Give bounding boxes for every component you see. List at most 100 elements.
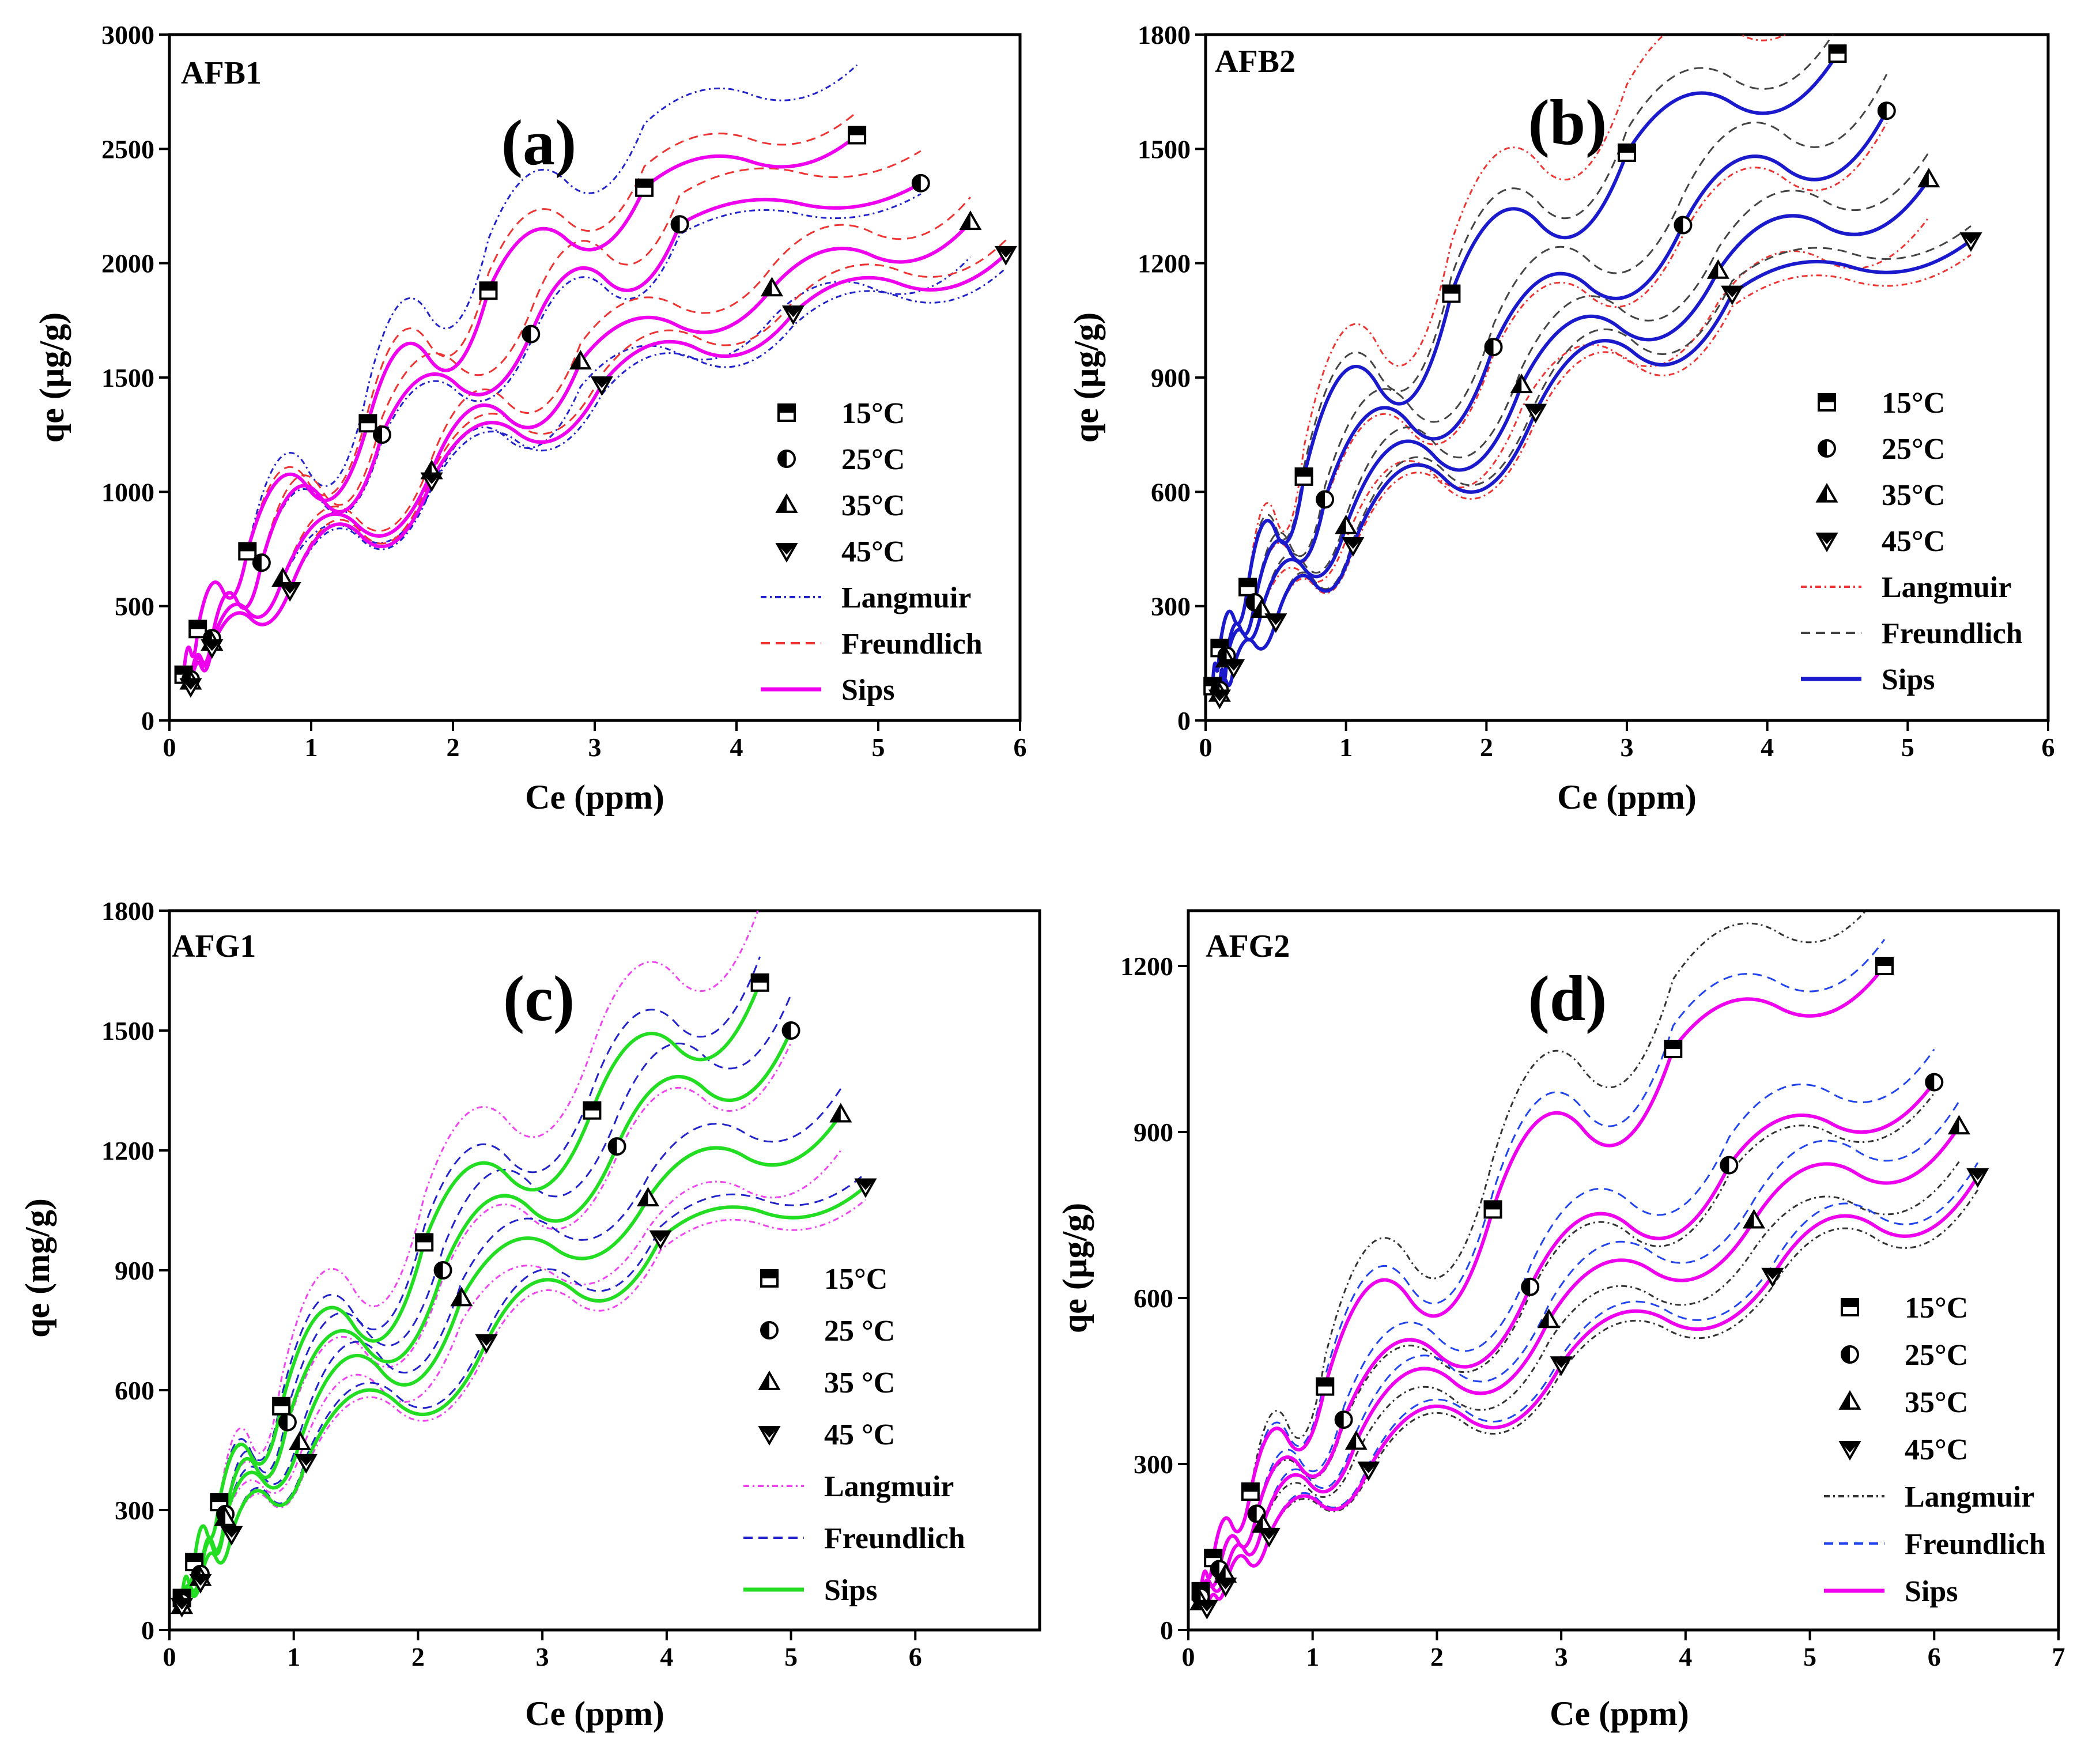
triangle-up-marker-fill <box>831 1105 841 1122</box>
legend-triangle-down-marker-fill <box>760 1427 779 1438</box>
legend-label: Sips <box>1882 663 1935 696</box>
legend-label: 45 °C <box>824 1418 895 1451</box>
langmuir-fit-curve <box>1211 35 1787 686</box>
legend-label: Sips <box>824 1574 878 1607</box>
square-marker-fill <box>273 1398 290 1406</box>
triangle-down-marker-fill <box>1260 1529 1279 1540</box>
x-tick-label: 1 <box>1339 733 1353 762</box>
circle-marker-fill <box>1248 1505 1257 1522</box>
square-marker-fill <box>1829 46 1846 54</box>
triangle-down-marker-fill <box>1216 1579 1235 1590</box>
square-marker-fill <box>239 543 256 552</box>
x-axis-label: Ce (ppm) <box>525 778 664 816</box>
x-tick-label: 2 <box>1430 1642 1444 1671</box>
y-tick-label: 0 <box>141 1616 154 1645</box>
legend-label: 45°C <box>1905 1433 1968 1466</box>
x-tick-label: 1 <box>1306 1642 1319 1671</box>
sips-fit-curve <box>1218 239 1972 698</box>
triangle-up-marker-fill <box>1216 1565 1226 1582</box>
panel-letter: (b) <box>1528 87 1607 159</box>
y-axis-label: qe (µg/g) <box>1056 1203 1094 1333</box>
axis-ticks: 0 1 2 3 4 5 6 0 300 600 900 1200 1500 1800 <box>1138 20 2055 762</box>
triangle-down-marker-fill <box>181 679 200 690</box>
data-points <box>174 126 1017 698</box>
circle-marker-fill <box>912 175 921 191</box>
x-tick-label: 3 <box>588 733 602 762</box>
square-marker-fill <box>1876 958 1893 966</box>
square-marker-fill <box>416 1234 433 1243</box>
freundlich-fit-curve <box>181 1088 842 1606</box>
square-marker-fill <box>849 127 866 135</box>
square-marker-fill <box>751 974 768 983</box>
y-tick-label: 2000 <box>101 249 154 278</box>
square-marker-fill <box>186 1554 203 1563</box>
x-tick-label: 3 <box>536 1642 549 1671</box>
triangle-down-marker-fill <box>477 1335 496 1346</box>
x-tick-label: 6 <box>1014 733 1027 762</box>
legend-square-marker-fill <box>1819 394 1835 402</box>
sips-fit-curve <box>180 1113 843 1606</box>
legend-square-marker-fill <box>1842 1299 1858 1307</box>
triangle-up-marker-fill <box>1336 516 1346 533</box>
legend-circle-marker-fill <box>1842 1346 1850 1363</box>
langmuir-fit-curve <box>1206 1189 1979 1608</box>
legend-label: Sips <box>841 674 895 707</box>
legend-label: Freundlich <box>824 1522 965 1555</box>
x-tick-label: 0 <box>163 1642 176 1671</box>
y-tick-label: 1800 <box>1138 20 1191 50</box>
triangle-up-marker-fill <box>762 279 772 296</box>
triangle-down-marker-fill <box>1552 1357 1571 1368</box>
square-marker-fill <box>1242 1484 1259 1492</box>
circle-marker-fill <box>253 554 262 571</box>
data-points <box>171 973 877 1618</box>
circle-marker-fill <box>1247 594 1255 611</box>
x-tick-label: 4 <box>730 733 743 762</box>
square-marker-fill <box>1665 1041 1682 1049</box>
y-tick-label: 1500 <box>101 363 154 393</box>
legend-square-marker-fill <box>779 405 795 413</box>
x-tick-label: 7 <box>2052 1642 2065 1671</box>
legend-square-marker-fill <box>761 1270 777 1278</box>
legend-label: 15°C <box>1905 1292 1968 1324</box>
legend-label: Langmuir <box>1882 571 2011 604</box>
legend-label: 25°C <box>1882 433 1945 466</box>
x-tick-label: 2 <box>411 1642 425 1671</box>
y-tick-label: 3000 <box>101 20 154 50</box>
square-marker-fill <box>1205 1550 1222 1558</box>
circle-marker-fill <box>1721 1157 1729 1173</box>
langmuir-fit-curve <box>1218 254 1971 698</box>
sips-fit-curve <box>180 1029 793 1603</box>
langmuir-fit-curve <box>190 193 921 680</box>
square-marker-fill <box>480 282 497 291</box>
panel-id-label: AFG2 <box>1206 929 1290 964</box>
legend-label: Freundlich <box>841 628 983 661</box>
y-axis-label: qe (mg/g) <box>18 1198 56 1338</box>
freundlich-fit-curve <box>1218 152 1930 694</box>
square-marker-fill <box>1317 1378 1334 1387</box>
x-tick-label: 4 <box>660 1642 673 1671</box>
triangle-down-marker-fill <box>1266 614 1285 625</box>
fit-curves <box>1211 35 1972 698</box>
panel-id-label: AFB1 <box>181 55 262 91</box>
square-marker-fill <box>1485 1201 1501 1210</box>
legend-label: 15°C <box>841 397 905 430</box>
legend: 15°C 25°C 35°C 45°C Langmuir Freundlich Sips <box>1801 387 2023 696</box>
circle-marker-fill <box>1211 1561 1219 1578</box>
y-tick-label: 300 <box>1151 592 1191 621</box>
panel-c-afg1: 0 1 2 3 4 5 6 0 300 600 900 1200 1500 1800 AFG1 (c) C… <box>18 896 1041 1733</box>
triangle-down-marker-fill <box>1526 405 1545 416</box>
triangle-down-marker-fill <box>996 247 1015 258</box>
sips-fit-curve <box>1218 178 1931 694</box>
triangle-down-marker-fill <box>1723 286 1742 297</box>
y-tick-label: 600 <box>115 1376 154 1405</box>
legend-label: 45°C <box>841 535 905 568</box>
triangle-down-marker-fill <box>222 1527 241 1538</box>
circle-marker-fill <box>279 1414 288 1431</box>
circle-marker-fill <box>609 1138 617 1155</box>
langmuir-fit-curve <box>190 267 1007 686</box>
x-tick-label: 1 <box>305 733 318 762</box>
triangle-down-marker-fill <box>1198 1601 1217 1612</box>
plot-frame <box>1187 909 2060 1632</box>
panel-letter: (c) <box>503 963 575 1035</box>
y-tick-label: 1000 <box>101 477 154 507</box>
